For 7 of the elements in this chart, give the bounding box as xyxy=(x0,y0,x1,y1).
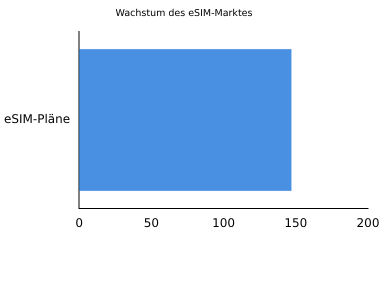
x-tick-label: 100 xyxy=(212,216,236,230)
x-tick-label: 0 xyxy=(75,216,83,230)
chart-title: Wachstum des eSIM-Marktes xyxy=(116,8,252,20)
x-tick-label: 50 xyxy=(144,216,159,230)
y-tick-label: eSIM-Pläne xyxy=(4,112,70,126)
x-tick-label: 200 xyxy=(356,216,380,230)
x-tick-label: 150 xyxy=(284,216,308,230)
